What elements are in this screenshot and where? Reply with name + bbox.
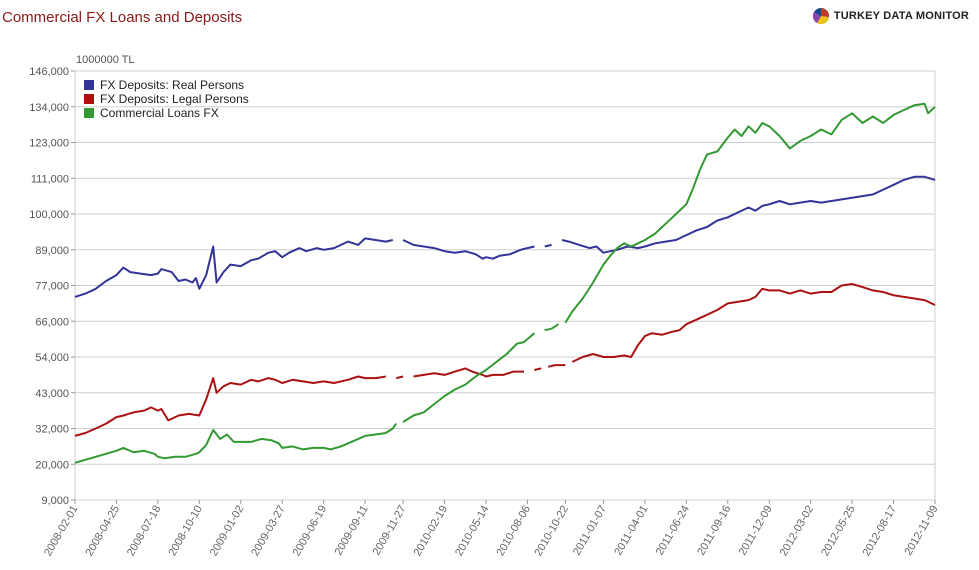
x-tick-label: 2009-09-11 — [333, 504, 371, 558]
x-tick-label: 2008-07-18 — [125, 504, 164, 559]
legend-label-3: Commercial Loans FX — [100, 106, 219, 120]
y-tick-label: 77,000 — [35, 281, 69, 293]
y-axis-unit-label: 1000000 TL — [76, 54, 135, 66]
x-tick-label: 2008-02-01 — [42, 504, 81, 559]
y-tick-label: 9,000 — [41, 495, 69, 507]
y-tick-label: 32,000 — [35, 424, 69, 436]
brand-name: TURKEY DATA MONITOR — [833, 10, 969, 22]
series-line-1 — [74, 175, 936, 298]
x-tick-label: 2012-05-25 — [819, 504, 858, 559]
chart-title: Commercial FX Loans and Deposits — [2, 9, 243, 26]
legend-label-1: FX Deposits: Real Persons — [100, 78, 244, 92]
x-tick-label: 2008-04-25 — [84, 504, 123, 559]
x-tick-label: 2009-11-27 — [371, 504, 409, 558]
x-tick-label: 2012-03-02 — [778, 504, 817, 559]
y-tick-label: 100,000 — [29, 209, 69, 221]
series-line-2 — [74, 283, 936, 437]
x-tick-label: 2011-12-09 — [737, 504, 775, 558]
x-tick-label: 2010-10-22 — [533, 504, 572, 559]
x-tick-label: 2009-06-19 — [291, 504, 330, 559]
x-tick-label: 2009-01-02 — [208, 504, 247, 559]
y-tick-label: 123,000 — [29, 138, 69, 150]
pie-logo-icon — [812, 8, 829, 25]
y-tick-label: 54,000 — [35, 352, 69, 364]
legend-swatch-2 — [84, 94, 94, 104]
series-line-3 — [74, 102, 936, 464]
y-tick-label: 20,000 — [35, 459, 69, 471]
x-tick-label: 2011-01-07 — [571, 504, 609, 558]
legend-label-2: FX Deposits: Legal Persons — [100, 92, 249, 106]
x-tick-label: 2011-06-24 — [654, 504, 692, 558]
legend-swatch-1 — [84, 80, 94, 90]
y-tick-label: 146,000 — [29, 66, 69, 78]
y-tick-label: 111,000 — [31, 173, 69, 185]
x-tick-label: 2012-11-09 — [902, 504, 940, 558]
y-tick-label: 66,000 — [35, 316, 69, 328]
x-tick-label: 2009-03-27 — [249, 504, 288, 559]
x-tick-label: 2010-08-06 — [495, 504, 534, 559]
y-tick-label: 43,000 — [35, 388, 69, 400]
legend-swatch-3 — [84, 108, 94, 118]
x-tick-label: 2008-10-10 — [166, 504, 205, 559]
x-tick-label: 2010-02-19 — [412, 504, 451, 559]
x-tick-label: 2012-08-17 — [861, 504, 900, 559]
x-tick-label: 2011-04-01 — [612, 504, 650, 558]
x-tick-label: 2010-05-14 — [453, 504, 492, 559]
y-tick-label: 134,000 — [29, 102, 69, 114]
y-tick-label: 89,000 — [35, 245, 69, 257]
x-tick-label: 2011-09-16 — [695, 504, 733, 558]
brand-logo: TURKEY DATA MONITOR — [812, 7, 969, 25]
